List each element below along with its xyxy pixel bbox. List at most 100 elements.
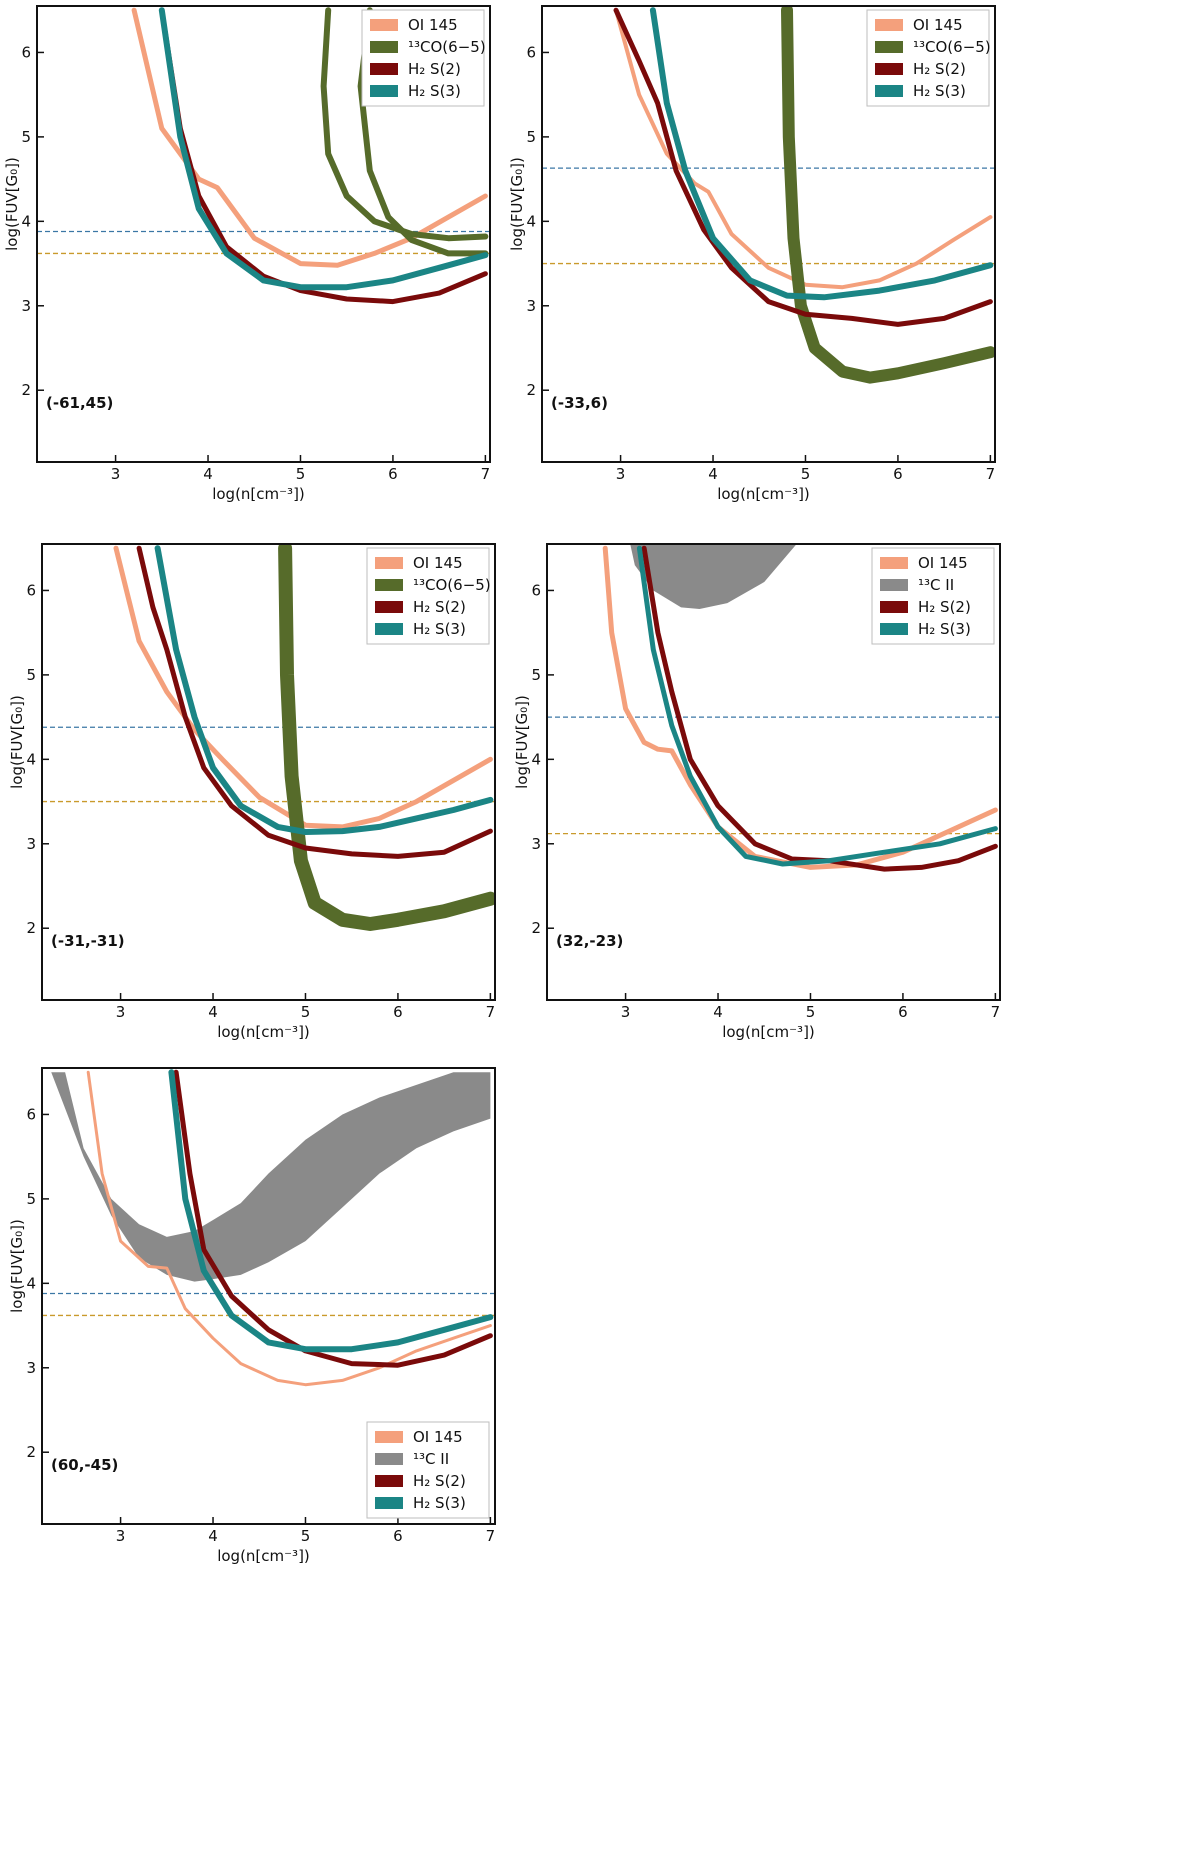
y-tick-label: 6 xyxy=(26,581,36,599)
y-tick-label: 5 xyxy=(526,128,536,146)
legend-label: OI 145 xyxy=(913,16,963,34)
legend-swatch xyxy=(875,19,903,31)
axes-frame xyxy=(541,5,996,463)
x-tick-label: 7 xyxy=(481,465,491,483)
series-line-h2-s-3 xyxy=(649,7,994,301)
x-tick-label: 3 xyxy=(111,465,121,483)
x-axis-title: log(n[cm⁻³]) xyxy=(212,485,305,503)
y-axis-title: log(FUV[G₀]) xyxy=(8,695,26,789)
y-tick-label: 2 xyxy=(531,919,541,937)
legend-swatch xyxy=(880,579,908,591)
legend: OI 145 ¹³C II H₂ S(2) H₂ S(3) xyxy=(366,1421,490,1519)
legend-label: ¹³CO(6−5) xyxy=(913,38,991,56)
chart-panel-1: 3 4 5 6 7 2 3 4 5 6 log(n[cm⁻³]) log(FUV[G₀]) (-61,4… xyxy=(0,0,500,505)
x-tick-label: 7 xyxy=(991,1003,1001,1021)
legend-label: OI 145 xyxy=(408,16,458,34)
x-axis-title: log(n[cm⁻³]) xyxy=(717,485,810,503)
legend-label: OI 145 xyxy=(918,554,968,572)
legend-swatch xyxy=(375,557,403,569)
y-tick-label: 5 xyxy=(21,128,31,146)
chart-svg: 3 4 5 6 7 2 3 4 5 6 log(n[cm⁻³]) log(FUV[G₀]) (-31,-… xyxy=(8,543,496,1041)
legend-label: H₂ S(3) xyxy=(918,620,971,638)
series-line-h2-s-2 xyxy=(173,1069,493,1368)
legend-label: ¹³C II xyxy=(413,1450,449,1468)
series-line-oi-145 xyxy=(614,8,993,290)
y-tick-label: 4 xyxy=(526,212,536,230)
legend-swatch xyxy=(375,1431,403,1443)
legend-swatch xyxy=(370,41,398,53)
y-tick-label: 3 xyxy=(531,835,541,853)
x-tick-label: 7 xyxy=(486,1527,496,1545)
legend: OI 145 ¹³CO(6−5) H₂ S(2) H₂ S(3) xyxy=(866,9,991,107)
legend-swatch xyxy=(880,557,908,569)
x-tick-label: 7 xyxy=(986,465,996,483)
legend-swatch xyxy=(370,63,398,75)
series-line-h2-s-2 xyxy=(641,545,998,872)
legend-label: H₂ S(3) xyxy=(408,82,461,100)
x-tick-label: 3 xyxy=(116,1003,126,1021)
y-axis-title: log(FUV[G₀]) xyxy=(508,157,526,251)
legend-swatch xyxy=(375,1497,403,1509)
x-tick-label: 4 xyxy=(203,465,213,483)
x-tick-label: 3 xyxy=(116,1527,126,1545)
position-label: (-33,6) xyxy=(551,394,608,412)
y-tick-label: 6 xyxy=(526,43,536,61)
y-tick-label: 4 xyxy=(26,750,36,768)
x-tick-label: 6 xyxy=(393,1527,403,1545)
series-line-h2-s-3 xyxy=(158,7,489,291)
chart-svg: 3 4 5 6 7 2 3 4 5 6 log(n[cm⁻³]) log(FUV[G₀]) (60,-4… xyxy=(8,1067,496,1565)
x-tick-label: 6 xyxy=(898,1003,908,1021)
y-tick-label: 3 xyxy=(526,297,536,315)
chart-svg: 3 4 5 6 7 2 3 4 5 6 log(n[cm⁻³]) log(FUV[G₀]) (-33,6… xyxy=(508,5,996,503)
y-tick-label: 3 xyxy=(21,297,31,315)
legend-label: H₂ S(2) xyxy=(413,598,466,616)
series-line-oi-145 xyxy=(86,1070,492,1387)
legend-label: H₂ S(2) xyxy=(413,1472,466,1490)
position-label: (60,-45) xyxy=(51,1456,118,1474)
chart-panel-4: 3 4 5 6 7 2 3 4 5 6 log(n[cm⁻³]) log(FUV[G₀]) (32,-2… xyxy=(510,538,1010,1043)
legend-swatch xyxy=(880,601,908,613)
chart-svg: 3 4 5 6 7 2 3 4 5 6 log(n[cm⁻³]) log(FUV[G₀]) (32,-2… xyxy=(513,543,1001,1041)
x-tick-label: 5 xyxy=(296,465,306,483)
legend-swatch xyxy=(375,1453,403,1465)
legend-label: OI 145 xyxy=(413,1428,463,1446)
x-tick-label: 6 xyxy=(893,465,903,483)
series-line-oi-145 xyxy=(113,545,493,830)
y-axis-title: log(FUV[G₀]) xyxy=(3,157,21,251)
chart-panel-3: 3 4 5 6 7 2 3 4 5 6 log(n[cm⁻³]) log(FUV[G₀]) (-31,-… xyxy=(5,538,505,1043)
x-tick-label: 6 xyxy=(388,465,398,483)
x-tick-label: 5 xyxy=(301,1527,311,1545)
series-line-h2-s-2 xyxy=(613,7,993,327)
legend-label: H₂ S(3) xyxy=(913,82,966,100)
y-tick-label: 4 xyxy=(26,1274,36,1292)
x-tick-label: 4 xyxy=(208,1527,218,1545)
band-c13-ii xyxy=(630,544,797,610)
x-tick-label: 5 xyxy=(806,1003,816,1021)
legend-label: ¹³C II xyxy=(918,576,954,594)
y-tick-label: 2 xyxy=(526,381,536,399)
y-tick-label: 4 xyxy=(531,750,541,768)
y-tick-label: 4 xyxy=(21,212,31,230)
series-line-h2-s-2 xyxy=(136,545,493,859)
legend-label: H₂ S(2) xyxy=(408,60,461,78)
axes-frame xyxy=(36,5,491,463)
series-line-h2-s-3 xyxy=(154,545,494,835)
legend-label: H₂ S(3) xyxy=(413,620,466,638)
x-tick-label: 4 xyxy=(708,465,718,483)
x-tick-label: 5 xyxy=(301,1003,311,1021)
x-tick-label: 7 xyxy=(486,1003,496,1021)
x-tick-label: 3 xyxy=(621,1003,631,1021)
legend: OI 145 ¹³C II H₂ S(2) H₂ S(3) xyxy=(871,547,995,645)
legend-swatch xyxy=(875,63,903,75)
series-line-13co-6-5 xyxy=(278,544,495,931)
y-tick-label: 5 xyxy=(26,1190,36,1208)
y-tick-label: 6 xyxy=(21,43,31,61)
series-line-13co-6-5 xyxy=(781,6,995,384)
y-tick-label: 2 xyxy=(21,381,31,399)
chart-panel-5: 3 4 5 6 7 2 3 4 5 6 log(n[cm⁻³]) log(FUV[G₀]) (60,-4… xyxy=(5,1062,505,1567)
y-tick-label: 6 xyxy=(531,581,541,599)
y-tick-label: 3 xyxy=(26,1359,36,1377)
series-line-h2-s-3 xyxy=(636,545,998,867)
y-axis-title: log(FUV[G₀]) xyxy=(8,1219,26,1313)
legend-swatch xyxy=(880,623,908,635)
